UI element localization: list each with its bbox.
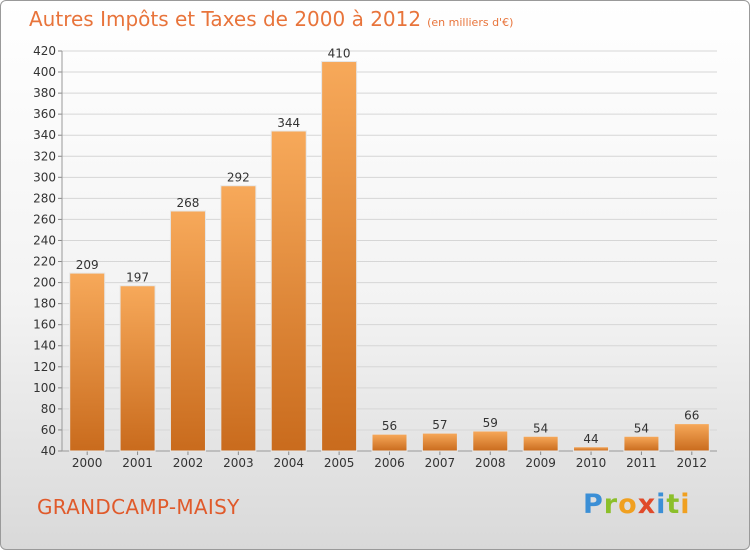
bar [522, 435, 559, 452]
x-tick-label: 2004 [273, 456, 304, 470]
x-tick-label: 2012 [677, 456, 708, 470]
bar-value-label: 209 [76, 258, 99, 272]
logo-letter: r [603, 489, 619, 520]
y-tick-label: 320 [33, 149, 56, 163]
y-tick-label: 360 [33, 107, 56, 121]
bar-value-label: 344 [277, 116, 300, 130]
bar-value-label: 54 [533, 421, 548, 435]
chart-unit: (en milliers d'€) [427, 16, 514, 29]
y-tick-label: 380 [33, 86, 56, 100]
bar [623, 435, 660, 452]
bar [119, 285, 156, 452]
logo-letter: o [618, 489, 638, 520]
x-tick-label: 2007 [425, 456, 456, 470]
bar [69, 272, 106, 452]
y-tick-label: 120 [33, 360, 56, 374]
bar [421, 432, 458, 452]
logo-letter: P [583, 489, 604, 520]
bar-value-label: 59 [483, 416, 498, 430]
chart-title-text: Autres Impôts et Taxes de 2000 à 2012 [29, 7, 422, 31]
bar-value-label: 268 [177, 196, 200, 210]
proxiti-logo: Proxiti [583, 489, 691, 520]
x-tick-label: 2008 [475, 456, 506, 470]
bar [220, 185, 257, 452]
x-tick-label: 2003 [223, 456, 254, 470]
y-tick-label: 200 [33, 276, 56, 290]
location-name: GRANDCAMP-MAISY [37, 495, 240, 519]
bar-value-label: 292 [227, 171, 250, 185]
x-tick-label: 2010 [576, 456, 607, 470]
grid-layer [58, 50, 717, 455]
y-tick-label: 160 [33, 318, 56, 332]
y-tick-label: 140 [33, 339, 56, 353]
x-tick-label: 2009 [525, 456, 556, 470]
logo-letter: t [666, 489, 681, 520]
y-tick-label: 40 [41, 444, 56, 458]
labels-layer: 40 60 80 100 120 140 160 180 200 220 240 260 280 300 3… [33, 44, 707, 470]
x-tick-label: 2011 [626, 456, 657, 470]
y-tick-label: 240 [33, 233, 56, 247]
bar-value-label: 56 [382, 419, 397, 433]
bar [472, 430, 509, 452]
bar-value-label: 410 [328, 47, 351, 61]
y-tick-label: 300 [33, 170, 56, 184]
y-tick-label: 340 [33, 128, 56, 142]
chart-title: Autres Impôts et Taxes de 2000 à 2012 (en… [29, 7, 513, 31]
bars-layer [69, 61, 710, 452]
x-tick-label: 2002 [173, 456, 204, 470]
bar-value-label: 197 [126, 271, 149, 285]
bar [673, 423, 710, 452]
x-tick-label: 2001 [122, 456, 153, 470]
y-tick-label: 100 [33, 381, 56, 395]
y-tick-label: 280 [33, 191, 56, 205]
y-tick-label: 400 [33, 65, 56, 79]
bar [371, 433, 408, 452]
x-tick-label: 2005 [324, 456, 355, 470]
y-tick-label: 220 [33, 255, 56, 269]
x-tick-label: 2006 [374, 456, 405, 470]
logo-letter: i [680, 489, 691, 520]
y-tick-label: 80 [41, 402, 56, 416]
bar [321, 61, 358, 452]
bar-value-label: 44 [583, 432, 598, 446]
logo-letter: i [656, 489, 667, 520]
logo-letter: x [637, 489, 657, 520]
y-tick-label: 420 [33, 44, 56, 58]
bar-value-label: 54 [634, 421, 649, 435]
bar [270, 130, 307, 452]
bar-value-label: 57 [432, 418, 447, 432]
y-tick-label: 180 [33, 297, 56, 311]
bar-value-label: 66 [684, 409, 699, 423]
y-tick-label: 60 [41, 423, 56, 437]
x-tick-label: 2000 [72, 456, 103, 470]
y-tick-label: 260 [33, 212, 56, 226]
bar [573, 446, 610, 452]
bar [169, 210, 206, 452]
